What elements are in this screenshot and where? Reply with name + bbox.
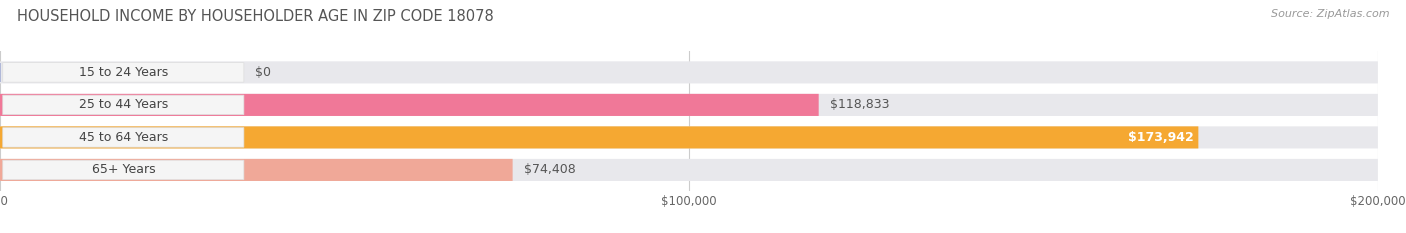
FancyBboxPatch shape xyxy=(3,128,243,147)
Text: Source: ZipAtlas.com: Source: ZipAtlas.com xyxy=(1271,9,1389,19)
FancyBboxPatch shape xyxy=(0,126,1378,148)
Text: $173,942: $173,942 xyxy=(1129,131,1194,144)
FancyBboxPatch shape xyxy=(0,61,1378,83)
FancyBboxPatch shape xyxy=(3,63,243,82)
FancyBboxPatch shape xyxy=(0,126,1198,148)
Text: $0: $0 xyxy=(254,66,271,79)
Text: 15 to 24 Years: 15 to 24 Years xyxy=(79,66,167,79)
Text: HOUSEHOLD INCOME BY HOUSEHOLDER AGE IN ZIP CODE 18078: HOUSEHOLD INCOME BY HOUSEHOLDER AGE IN Z… xyxy=(17,9,494,24)
Text: 65+ Years: 65+ Years xyxy=(91,163,155,176)
FancyBboxPatch shape xyxy=(3,95,243,115)
Text: 25 to 44 Years: 25 to 44 Years xyxy=(79,98,167,111)
FancyBboxPatch shape xyxy=(0,159,513,181)
Text: $118,833: $118,833 xyxy=(830,98,889,111)
FancyBboxPatch shape xyxy=(3,160,243,180)
FancyBboxPatch shape xyxy=(0,94,818,116)
Text: 45 to 64 Years: 45 to 64 Years xyxy=(79,131,167,144)
FancyBboxPatch shape xyxy=(0,159,1378,181)
Text: $74,408: $74,408 xyxy=(523,163,575,176)
FancyBboxPatch shape xyxy=(0,94,1378,116)
